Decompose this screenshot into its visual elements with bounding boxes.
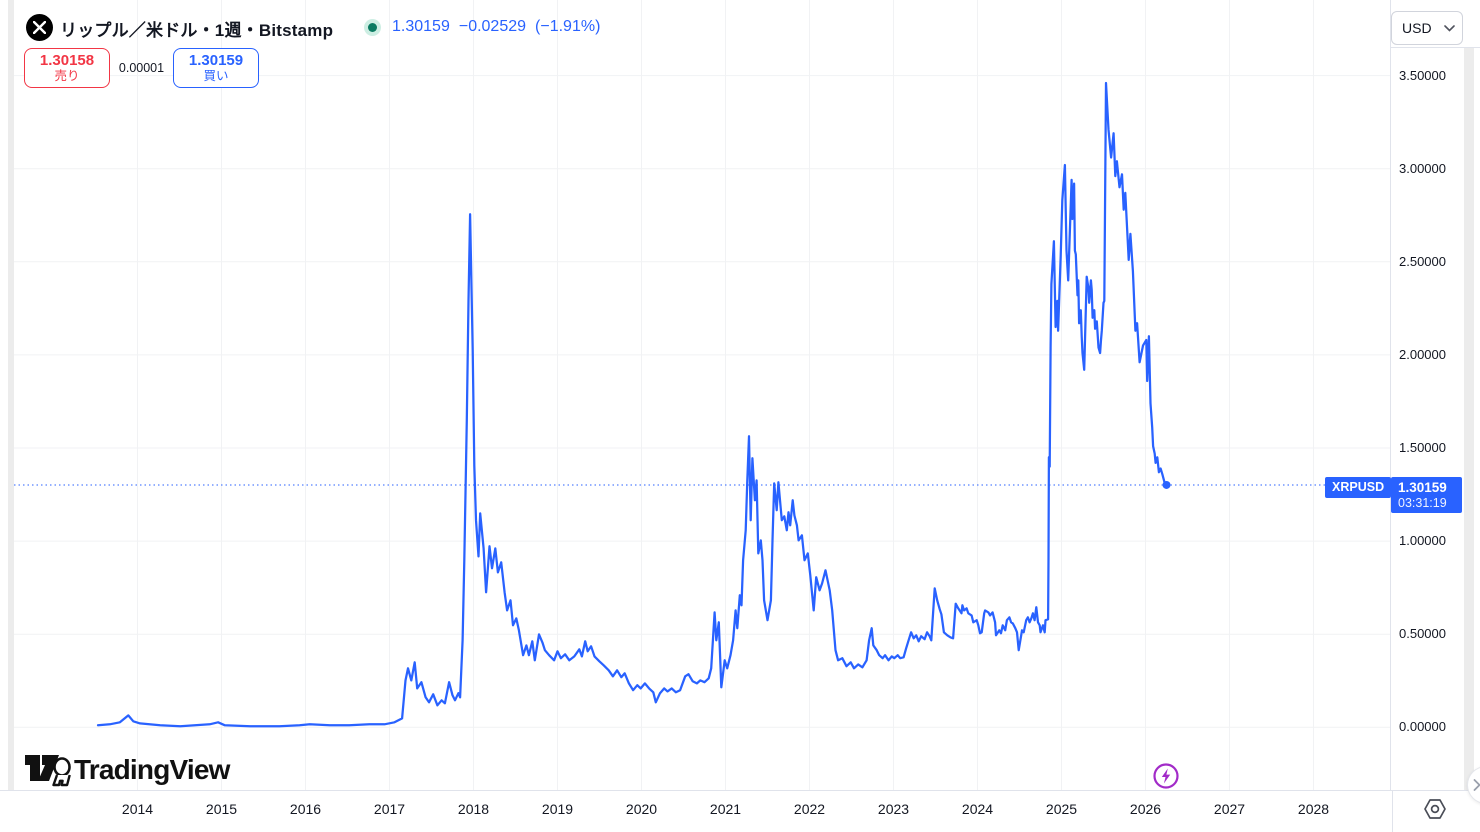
- price-tick-label: 0.00000: [1399, 719, 1446, 735]
- year-tick-label: 2024: [961, 801, 994, 817]
- currency-dropdown[interactable]: USD: [1391, 11, 1463, 45]
- symbol-title[interactable]: リップル／米ドル・1週・Bitstamp: [60, 21, 334, 40]
- market-status-indicator[interactable]: [364, 19, 381, 36]
- year-tick-label: 2027: [1213, 801, 1246, 817]
- price-tick-label: 1.50000: [1399, 440, 1446, 455]
- price-tick-label: 3.00000: [1399, 160, 1446, 176]
- year-tick-label: 2016: [289, 801, 322, 817]
- year-tick-label: 2015: [205, 801, 238, 817]
- sell-price: 1.30158: [39, 52, 95, 70]
- time-axis-separator: [1392, 791, 1393, 832]
- sell-label: 売り: [54, 69, 80, 84]
- price-tick-label: 0.50000: [1399, 626, 1446, 642]
- buy-label: 買い: [203, 69, 229, 84]
- last-price: 1.30159: [392, 18, 450, 35]
- right-gutter-strip: [1464, 48, 1474, 832]
- year-tick-label: 2017: [373, 801, 406, 817]
- current-price-badge[interactable]: 1.30159 03:31:19: [1391, 477, 1462, 513]
- tradingview-wordmark: TradingView: [74, 754, 230, 785]
- time-axis[interactable]: 2014 2015 2016 2017 2018 2019 2020 2021 2022 2023…: [0, 790, 1480, 832]
- current-price-value: 1.30159: [1398, 480, 1447, 495]
- year-tick-label: 2020: [625, 801, 658, 817]
- chevron-right-icon: [1473, 779, 1480, 791]
- spread-value: 0.00001: [118, 61, 165, 75]
- tradingview-logo-mark: [25, 755, 71, 787]
- bar-countdown: 03:31:19: [1398, 496, 1447, 510]
- year-tick-label: 2023: [877, 801, 910, 817]
- price-line-series: [96, 81, 1168, 728]
- buy-button[interactable]: 1.30159 買い: [173, 48, 259, 88]
- year-tick-label: 2026: [1129, 801, 1162, 817]
- sell-button[interactable]: 1.30158 売り: [24, 48, 110, 88]
- year-tick-label: 2022: [793, 801, 826, 817]
- xrp-symbol-logo-icon[interactable]: [26, 14, 53, 41]
- symbol-quote: 1.30159 −0.02529 (−1.91%): [392, 18, 609, 36]
- price-axis[interactable]: 3.50000 3.00000 2.50000 2.00000 1.50000 1.000…: [1390, 0, 1464, 790]
- year-tick-label: 2021: [709, 801, 742, 817]
- price-change: −0.02529: [458, 18, 527, 35]
- grid-lines: [14, 0, 1390, 790]
- price-tick-label: 2.50000: [1399, 253, 1446, 269]
- boost-lightning-icon[interactable]: [1152, 762, 1180, 795]
- year-tick-label: 2019: [541, 801, 574, 817]
- year-tick-label: 2025: [1045, 801, 1078, 817]
- tradingview-logo[interactable]: TradingView: [22, 747, 230, 793]
- price-tick-label: 3.50000: [1399, 67, 1446, 83]
- currency-label: USD: [1402, 20, 1432, 36]
- chevron-down-icon: [1443, 24, 1455, 32]
- last-price-dot: [1162, 480, 1171, 489]
- timezone-settings-icon[interactable]: [1421, 796, 1449, 827]
- price-change-percent: (−1.91%): [535, 18, 601, 35]
- year-tick-label: 2018: [457, 801, 490, 817]
- buy-price: 1.30159: [188, 52, 244, 70]
- axis-top-border: [1390, 47, 1480, 48]
- symbol-price-axis-label: XRPUSD: [1325, 477, 1392, 498]
- left-gutter-strip: [8, 0, 14, 790]
- price-tick-label: 2.00000: [1399, 346, 1446, 362]
- market-open-dot: [368, 23, 377, 32]
- price-tick-label: 1.00000: [1399, 533, 1446, 549]
- year-tick-label: 2028: [1297, 801, 1330, 817]
- year-tick-label: 2014: [121, 801, 154, 817]
